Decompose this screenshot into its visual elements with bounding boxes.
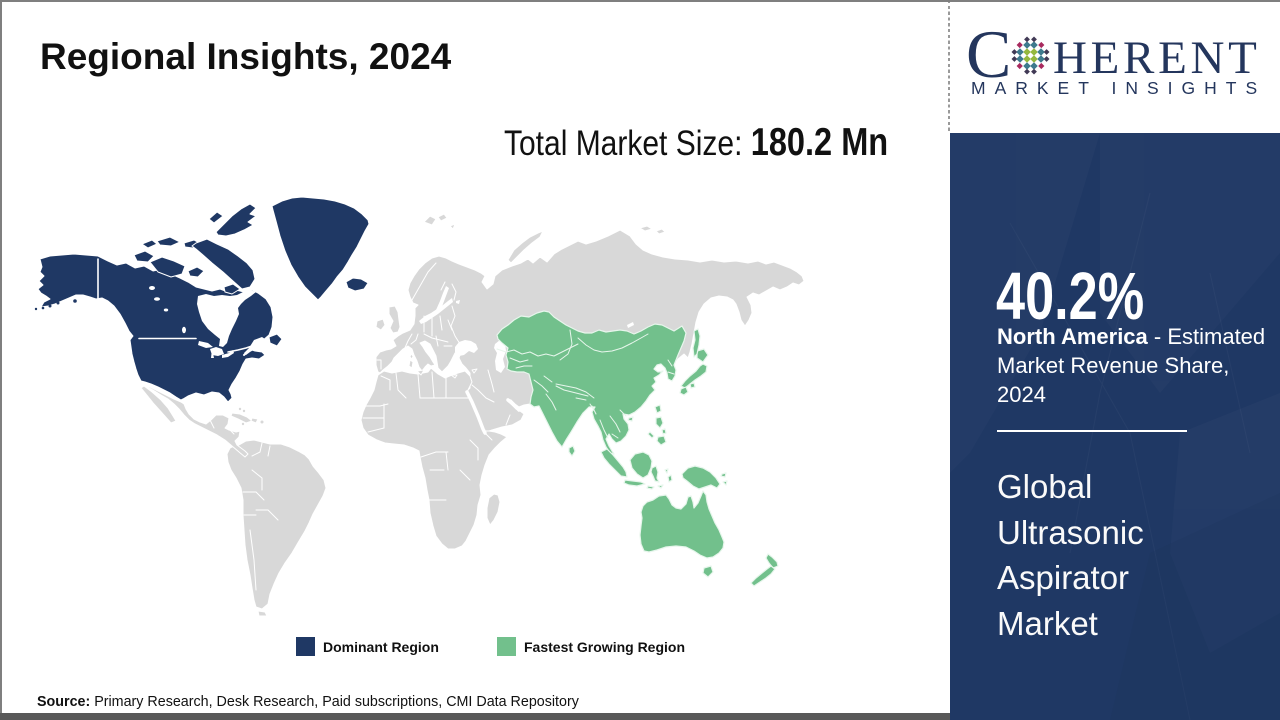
svg-text:HERENT: HERENT: [1053, 32, 1261, 84]
svg-text:C: C: [966, 16, 1011, 92]
svg-text:MARKET INSIGHTS: MARKET INSIGHTS: [971, 78, 1266, 98]
